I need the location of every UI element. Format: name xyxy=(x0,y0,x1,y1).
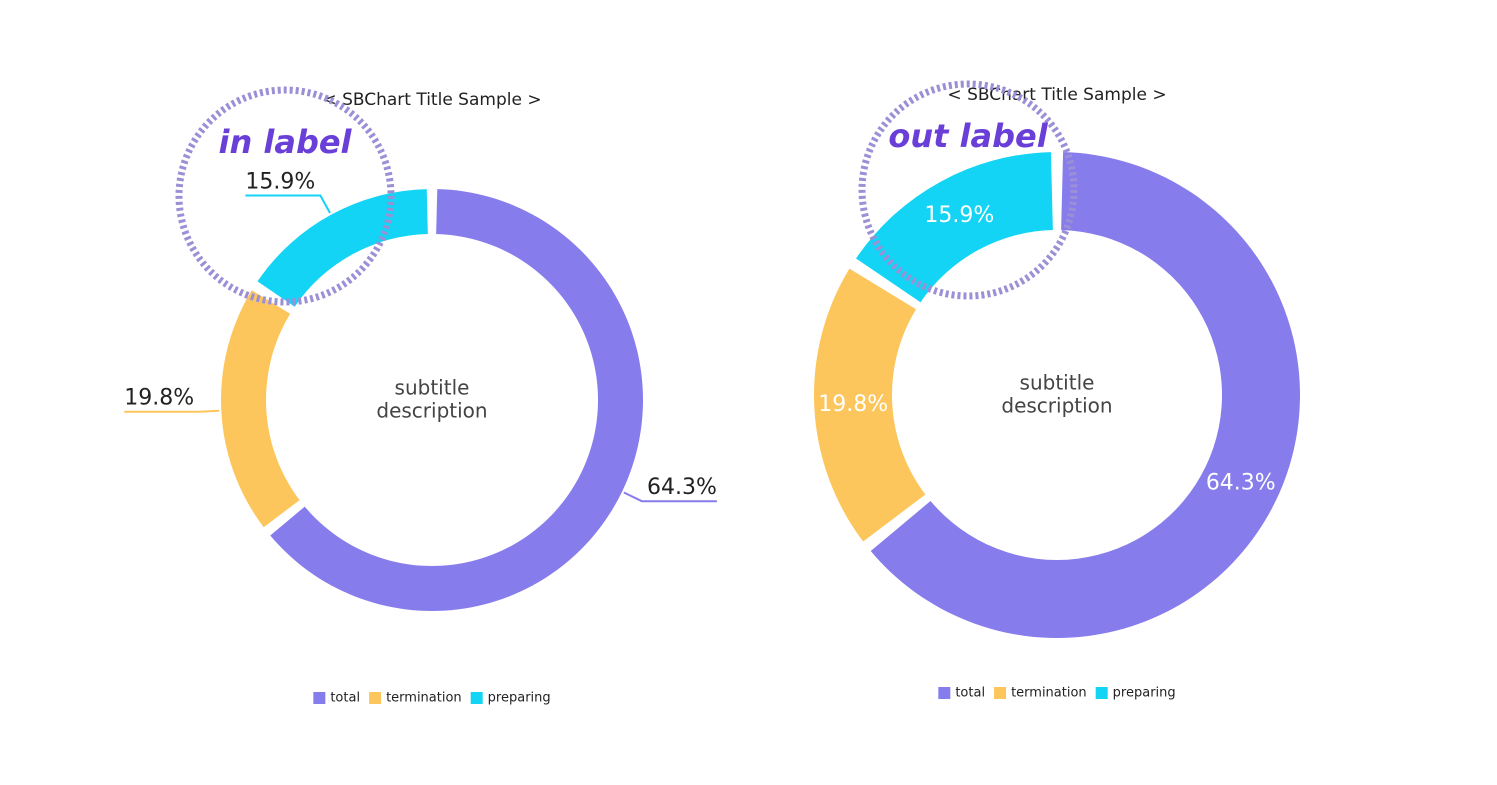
data-label: 64.3% xyxy=(647,475,717,500)
chart-title: < SBChart Title Sample > xyxy=(947,85,1166,105)
leader-line xyxy=(124,409,220,413)
legend-swatch xyxy=(938,687,951,699)
leader-line xyxy=(245,194,331,214)
donut-segment xyxy=(220,290,300,528)
legend-label: preparing xyxy=(1113,686,1176,701)
donut-segment xyxy=(856,152,1053,303)
center-text: description xyxy=(376,399,487,423)
legend-swatch xyxy=(369,692,382,704)
legend-label: total xyxy=(955,686,985,701)
legend-label: termination xyxy=(386,691,462,706)
legend: total termination preparing xyxy=(313,691,551,706)
magnifier xyxy=(858,80,1078,300)
center-text: subtitle xyxy=(395,376,470,400)
leader-line xyxy=(623,491,717,503)
legend-swatch xyxy=(313,692,326,704)
data-label: 64.3% xyxy=(1206,471,1276,496)
legend-label: termination xyxy=(1011,686,1087,701)
donut-segment xyxy=(270,189,643,612)
center-text: description xyxy=(1001,394,1112,418)
center-text: subtitle xyxy=(1020,371,1095,395)
annotation: in label xyxy=(218,123,352,161)
legend-swatch xyxy=(994,687,1007,699)
legend: total termination preparing xyxy=(938,686,1176,701)
magnifier xyxy=(175,86,395,306)
annotation: out label xyxy=(888,117,1048,155)
data-label: 15.9% xyxy=(924,203,994,228)
data-label: 19.8% xyxy=(818,392,888,417)
legend-swatch xyxy=(470,692,483,704)
legend-label: total xyxy=(330,691,360,706)
donut-segment xyxy=(870,152,1301,638)
data-label: 19.8% xyxy=(124,386,194,411)
donut-segment xyxy=(257,189,428,307)
legend-swatch xyxy=(1095,687,1108,699)
donut-segment xyxy=(814,268,926,542)
chart-title: < SBChart Title Sample > xyxy=(322,90,541,110)
data-label: 15.9% xyxy=(245,169,315,194)
legend-label: preparing xyxy=(488,691,551,706)
